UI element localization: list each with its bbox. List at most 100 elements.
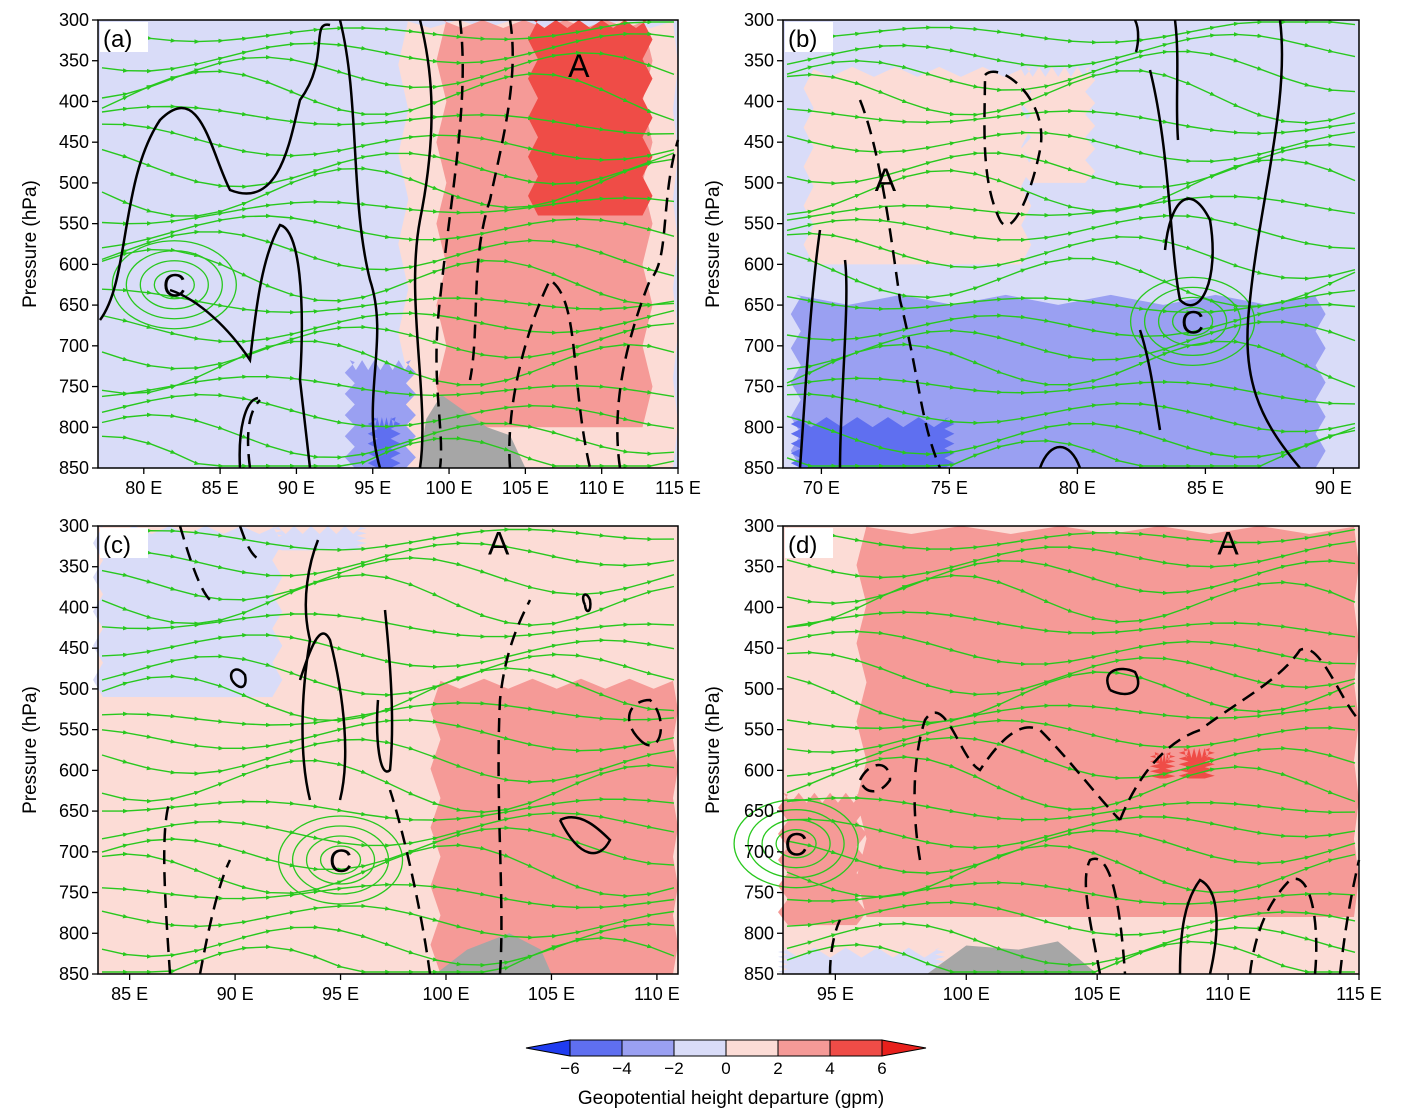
y-tick-label: 300: [744, 10, 774, 30]
streamline-swirl: [747, 809, 845, 879]
panel-d-regions: [778, 526, 1359, 974]
x-tick-label: 100 E: [943, 984, 990, 1004]
contour-line: [246, 399, 261, 469]
annotation-c: C: [163, 268, 186, 304]
panel-a-ylabel: Pressure (hPa): [20, 180, 41, 308]
colorbar-segment: [673, 1039, 727, 1057]
panel-b-frame: [782, 19, 1360, 469]
contour-line: [858, 99, 942, 469]
contour-line: [98, 23, 331, 321]
x-tick-label: 105 E: [1074, 984, 1121, 1004]
colorbar-segment: [621, 1039, 675, 1057]
panel-d-label: (d): [788, 532, 817, 559]
annotation-a: A: [875, 162, 897, 198]
x-tick-label: 90 E: [278, 478, 315, 498]
y-tick-label: 350: [59, 557, 89, 577]
panel-b-yaxis: 300 350 400 450 500 550 600 650 700 750 800 850: [744, 10, 783, 478]
y-tick-label: 400: [59, 597, 89, 617]
contour-line: [1246, 19, 1301, 469]
colorbar-segment: [881, 1039, 927, 1057]
contour-line: [178, 525, 211, 601]
y-tick-label: 800: [59, 417, 89, 437]
streamline: [102, 935, 675, 975]
x-tick-label: 75 E: [931, 478, 968, 498]
panel-a: 300 350 400 450 500 550 600 650 700 750 800 850 80 …: [20, 10, 701, 498]
y-tick-label: 450: [744, 132, 774, 152]
contour-line: [375, 609, 394, 773]
x-tick-label: 95 E: [322, 984, 359, 1004]
contour-line: [1173, 19, 1180, 141]
y-tick-label: 600: [59, 760, 89, 780]
y-tick-label: 400: [59, 91, 89, 111]
panel-b-xaxis: 70 E 75 E 80 E 85 E 90 E: [803, 468, 1352, 498]
colorbar-tick-label: 0: [721, 1059, 730, 1078]
streamline: [101, 758, 675, 815]
contour-line: [1106, 667, 1140, 696]
streamline: [786, 880, 1356, 907]
panel-b-label: (b): [788, 26, 817, 53]
colorbar-segment: [829, 1039, 883, 1057]
contour-line: [1038, 446, 1082, 469]
panel-c-ylabel: Pressure (hPa): [20, 686, 41, 814]
x-tick-label: 80 E: [125, 478, 162, 498]
y-tick-label: 550: [744, 720, 774, 740]
contour-line: [581, 593, 592, 613]
y-tick-label: 800: [744, 417, 774, 437]
colorbar-tick-label: −2: [664, 1059, 683, 1078]
streamline-swirl: [733, 799, 859, 889]
x-tick-label: 95 E: [354, 478, 391, 498]
y-tick-label: 650: [59, 295, 89, 315]
colorbar-ticks: −6 −4 −2 0 2 4 6: [560, 1059, 886, 1078]
annotation-c: C: [329, 843, 352, 879]
panel-d-contours: [828, 647, 1361, 975]
x-tick-label: 90 E: [217, 984, 254, 1004]
panel-c-xaxis: 85 E 90 E 95 E 100 E 105 E 110 E: [111, 974, 680, 1004]
y-tick-label: 350: [59, 51, 89, 71]
panel-a-label: (a): [103, 26, 132, 53]
streamline-swirl: [1171, 306, 1214, 337]
contour-line: [198, 859, 232, 975]
colorbar-tick-label: 4: [825, 1059, 834, 1078]
y-tick-label: 700: [744, 842, 774, 862]
y-tick-label: 850: [59, 458, 89, 478]
y-tick-label: 650: [744, 801, 774, 821]
panel-a-streamlines: [101, 19, 675, 469]
streamline-swirl: [111, 240, 237, 330]
y-tick-label: 600: [744, 254, 774, 274]
colorbar-segments: [525, 1039, 927, 1057]
contour-line: [858, 763, 892, 793]
y-tick-label: 750: [59, 377, 89, 397]
panel-c-yaxis: 300 350 400 450 500 550 600 650 700 750 800 850: [59, 516, 98, 984]
y-tick-label: 400: [744, 91, 774, 111]
panel-a-contours: [98, 19, 680, 469]
panel-a-yaxis: 300 350 400 450 500 550 600 650 700 750 800 850: [59, 10, 98, 478]
panel-d-ylabel: Pressure (hPa): [703, 686, 724, 814]
panel-c-label: (c): [103, 532, 131, 559]
x-tick-label: 105 E: [528, 984, 575, 1004]
panel-c-streamlines: [101, 527, 675, 975]
annotation-a: A: [1217, 525, 1239, 561]
panel-b-ylabel: Pressure (hPa): [703, 180, 724, 308]
y-tick-label: 800: [744, 923, 774, 943]
x-tick-label: 110 E: [634, 984, 680, 1004]
y-tick-label: 500: [59, 173, 89, 193]
colorbar-tick-label: 6: [877, 1059, 886, 1078]
contour-line: [828, 919, 842, 975]
y-tick-label: 550: [59, 720, 89, 740]
streamline-swirl: [1157, 296, 1228, 347]
panel-b: 300 350 400 450 500 550 600 650 700 750 800 850 70 …: [703, 10, 1360, 498]
streamline-swirl: [277, 815, 404, 905]
streamline-swirl: [1143, 286, 1242, 357]
contour-line: [913, 711, 1121, 861]
x-tick-label: 85 E: [1187, 478, 1224, 498]
y-tick-label: 650: [59, 801, 89, 821]
annotation-c: C: [1181, 304, 1204, 340]
x-tick-label: 100 E: [426, 478, 473, 498]
contour-line: [508, 278, 592, 469]
y-tick-label: 350: [744, 51, 774, 71]
panel-b-contours: [798, 19, 1301, 469]
streamline: [101, 287, 675, 315]
colorbar-label: Geopotential height departure (gpm): [578, 1088, 884, 1109]
x-tick-label: 80 E: [1059, 478, 1096, 498]
y-tick-label: 500: [59, 679, 89, 699]
